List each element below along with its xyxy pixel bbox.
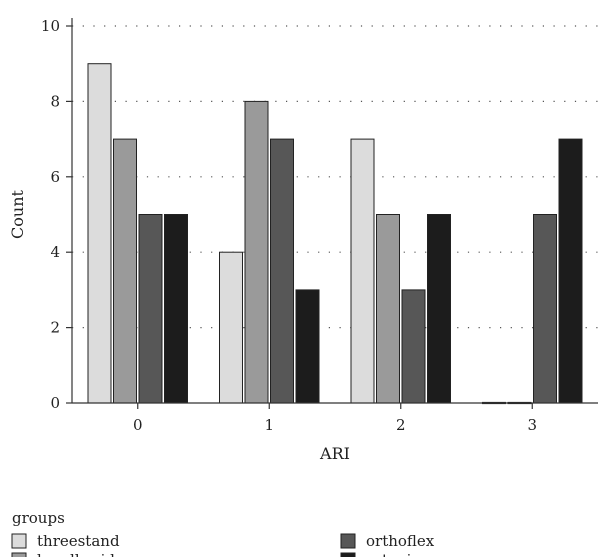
y-tick-label: 10 xyxy=(41,17,60,35)
bar-bondbraid-0 xyxy=(113,138,137,404)
legend-label-bondbraid: bondbraid xyxy=(37,551,115,557)
bar-bondbraid-1 xyxy=(244,100,269,404)
x-tick-label: 0 xyxy=(133,416,143,434)
bar-threestand-2 xyxy=(350,138,375,404)
bars xyxy=(87,63,583,405)
legend-swatch-retanium xyxy=(340,552,356,557)
y-axis-title: Count xyxy=(8,189,27,238)
bar-orthoflex-2 xyxy=(401,289,426,404)
legend-swatch-orthoflex xyxy=(340,533,356,549)
x-axis-ticks: 0 1 2 3 xyxy=(133,403,537,434)
bar-retanium-0 xyxy=(164,214,188,404)
y-axis-ticks: 0 2 4 6 8 10 xyxy=(41,17,72,412)
y-tick-label: 0 xyxy=(50,394,60,412)
legend-swatch-threestand xyxy=(11,533,27,549)
bar-retanium-1 xyxy=(295,289,320,404)
y-tick-label: 8 xyxy=(50,92,60,110)
bar-orthoflex-0 xyxy=(138,214,163,404)
bar-retanium-2 xyxy=(427,214,451,404)
bar-threestand-0 xyxy=(87,63,112,404)
legend: groups threestandbondbraid orthoflexretan… xyxy=(11,509,435,557)
x-tick-label: 1 xyxy=(264,416,274,434)
legend-title: groups xyxy=(12,509,65,527)
legend-label-threestand: threestand xyxy=(37,532,120,550)
bar-orthoflex-3 xyxy=(533,214,557,404)
bar-bondbraid-2 xyxy=(376,214,400,404)
legend-label-orthoflex: orthoflex xyxy=(366,532,435,550)
legend-swatch-bondbraid xyxy=(11,552,27,557)
legend-label-retanium: retanium xyxy=(366,551,435,557)
y-tick-label: 6 xyxy=(50,168,60,186)
x-tick-label: 2 xyxy=(396,416,406,434)
x-axis-title: ARI xyxy=(319,444,350,463)
bar-orthoflex-1 xyxy=(270,138,294,404)
bar-threestand-1 xyxy=(219,251,243,404)
y-tick-label: 2 xyxy=(50,319,60,337)
x-tick-label: 3 xyxy=(527,416,537,434)
y-tick-label: 4 xyxy=(50,243,60,261)
bar-retanium-3 xyxy=(558,138,583,404)
